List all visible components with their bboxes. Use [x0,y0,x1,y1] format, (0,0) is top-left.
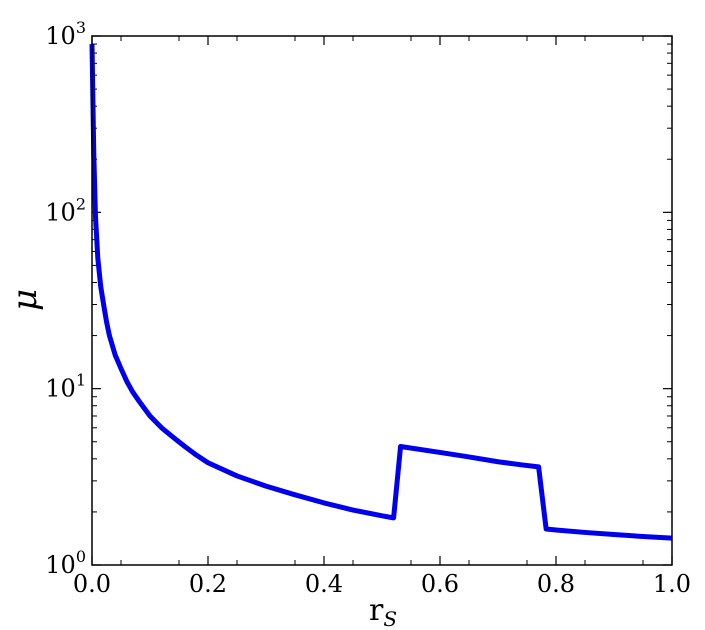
x-tick-label: 0.2 [189,570,227,598]
y-tick-label: 102 [45,194,86,226]
y-axis-label: μ [5,289,45,311]
y-tick-label: 103 [45,18,86,50]
x-axis-label-subscript: S [383,607,397,630]
x-tick-label: 0.8 [537,570,575,598]
x-tick-label: 0.0 [73,570,111,598]
series-group [89,44,673,541]
plot-frame [91,35,673,566]
x-tick-label: 1.0 [653,570,691,598]
y-tick-label: 101 [45,371,86,403]
x-axis-label-main: r [369,593,384,628]
tick-labels: 0.0 0.2 0.4 0.6 0.8 1.0 100 101 102 103 [45,18,691,598]
x-tick-label: 0.4 [305,570,343,598]
y-tick-label: 100 [45,547,86,579]
x-axis-label: rS [369,593,397,630]
series-line-0 [89,44,673,541]
x-tick-label: 0.6 [421,570,459,598]
axis-ticks [91,35,673,566]
